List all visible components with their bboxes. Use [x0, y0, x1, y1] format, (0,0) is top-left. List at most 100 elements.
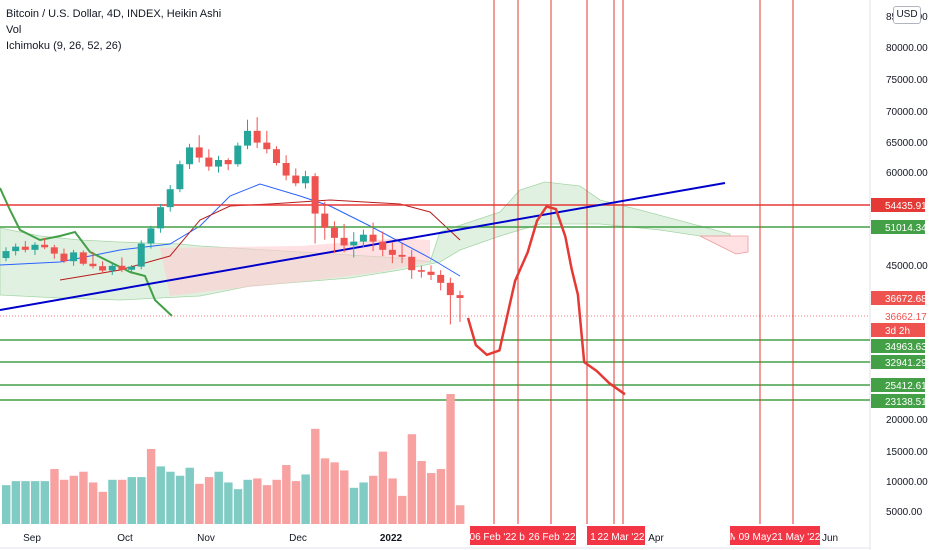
- candle-body: [128, 266, 136, 270]
- candle-body: [224, 160, 232, 165]
- date-label: 21 May '22: [772, 526, 821, 545]
- date-label-box: [587, 526, 599, 545]
- candle: [89, 251, 97, 269]
- price-label-box: [871, 291, 925, 305]
- price-label-text: 32941.29: [885, 358, 927, 369]
- volume-bar: [2, 485, 11, 524]
- date-label-text: 26 Feb '22: [529, 532, 576, 543]
- candle: [359, 229, 367, 248]
- volume-bar: [388, 478, 397, 524]
- volume-bar: [30, 481, 40, 524]
- volume-bar: [69, 475, 79, 524]
- volume-bar: [369, 475, 378, 524]
- candle-body: [50, 247, 58, 254]
- candle: [253, 117, 261, 148]
- price-tick-label: 20000.00: [886, 415, 928, 426]
- candle-body: [176, 164, 184, 190]
- candle: [186, 143, 194, 169]
- volume-bar: [340, 470, 349, 524]
- price-label-text: 3d 2h: [885, 326, 910, 337]
- currency-button[interactable]: USD: [893, 6, 921, 24]
- volume-bar: [98, 491, 107, 524]
- chart-legend: Bitcoin / U.S. Dollar, 4D, INDEX, Heikin…: [6, 6, 221, 54]
- price-label-box: [871, 198, 925, 212]
- volume-bar: [398, 495, 407, 524]
- candle: [272, 146, 280, 166]
- candle: [31, 242, 39, 255]
- candle-body: [340, 237, 348, 246]
- candle-body: [301, 176, 309, 184]
- date-label: 09 May: [735, 526, 775, 545]
- volume-bar: [427, 473, 436, 524]
- volume-bar: [456, 505, 465, 524]
- volume-bar: [282, 465, 291, 524]
- candle-body: [379, 241, 387, 250]
- volume-bar: [311, 428, 320, 524]
- candle: [301, 170, 309, 189]
- cloud-bearish-future: [699, 235, 749, 255]
- price-label-text: 23138.51: [885, 397, 927, 408]
- price-label-box: [871, 339, 925, 353]
- volume-bar: [50, 469, 59, 524]
- candle: [99, 261, 107, 274]
- volume-bar: [359, 482, 368, 524]
- volume-bar: [108, 479, 117, 524]
- price-label-support: 25412.61: [871, 378, 927, 392]
- time-tick-label: Apr: [648, 533, 664, 544]
- volume-bar: [204, 477, 214, 524]
- volume-bar: [156, 466, 165, 524]
- candle: [215, 155, 223, 173]
- cloud-bearish-area: [160, 238, 430, 296]
- candle-body: [12, 246, 20, 252]
- price-label-last: 36672.68: [871, 291, 927, 305]
- price-label-text: 54435.91: [885, 201, 927, 212]
- candle-body: [253, 130, 261, 143]
- date-label-text: 09 May: [739, 532, 772, 543]
- candle-body: [79, 252, 87, 264]
- candle-body: [31, 244, 39, 250]
- date-label-box: [597, 526, 645, 545]
- candle-body: [417, 270, 425, 272]
- candle: [321, 201, 329, 240]
- candle: [388, 242, 396, 264]
- date-label: 22 Mar '22: [597, 526, 645, 545]
- candle: [446, 277, 454, 325]
- price-label-box: [871, 220, 925, 234]
- price-label-support: 32941.29: [871, 355, 927, 369]
- candle: [50, 244, 58, 259]
- volume-bar: [195, 483, 204, 524]
- date-label-text: M: [730, 532, 738, 543]
- price-label-box: [871, 355, 925, 369]
- candle-body: [195, 147, 203, 158]
- candle: [330, 221, 338, 253]
- price-label-text: 36662.17: [885, 312, 927, 323]
- date-label: 06 Feb '22: [470, 526, 517, 545]
- candle-body: [41, 244, 49, 248]
- candle: [369, 222, 377, 252]
- candle-body: [350, 241, 358, 246]
- volume-bar: [127, 477, 136, 524]
- candle: [408, 249, 416, 279]
- candle: [195, 135, 203, 163]
- candle-body: [137, 243, 145, 267]
- price-label-resistance: 54435.91: [871, 198, 927, 212]
- candle: [456, 290, 464, 322]
- volume-bar: [407, 434, 417, 524]
- candle: [118, 257, 126, 273]
- ichimoku-indicator-label: Ichimoku (9, 26, 52, 26): [6, 40, 122, 52]
- candle-body: [108, 265, 116, 271]
- candle-body: [272, 149, 280, 163]
- price-tick-label: 15000.00: [886, 447, 928, 458]
- price-tick-label: 70000.00: [886, 107, 928, 118]
- ichimoku-cloud: [0, 181, 749, 301]
- volume-bar: [175, 475, 185, 524]
- candle-body: [359, 234, 367, 242]
- candle: [205, 149, 213, 171]
- volume-bar: [40, 481, 50, 524]
- candle-body: [118, 265, 126, 270]
- candle: [224, 158, 232, 171]
- time-tick-label: Sep: [23, 533, 41, 544]
- price-label-text: 36672.68: [885, 294, 927, 305]
- price-tick-label: 65000.00: [886, 138, 928, 149]
